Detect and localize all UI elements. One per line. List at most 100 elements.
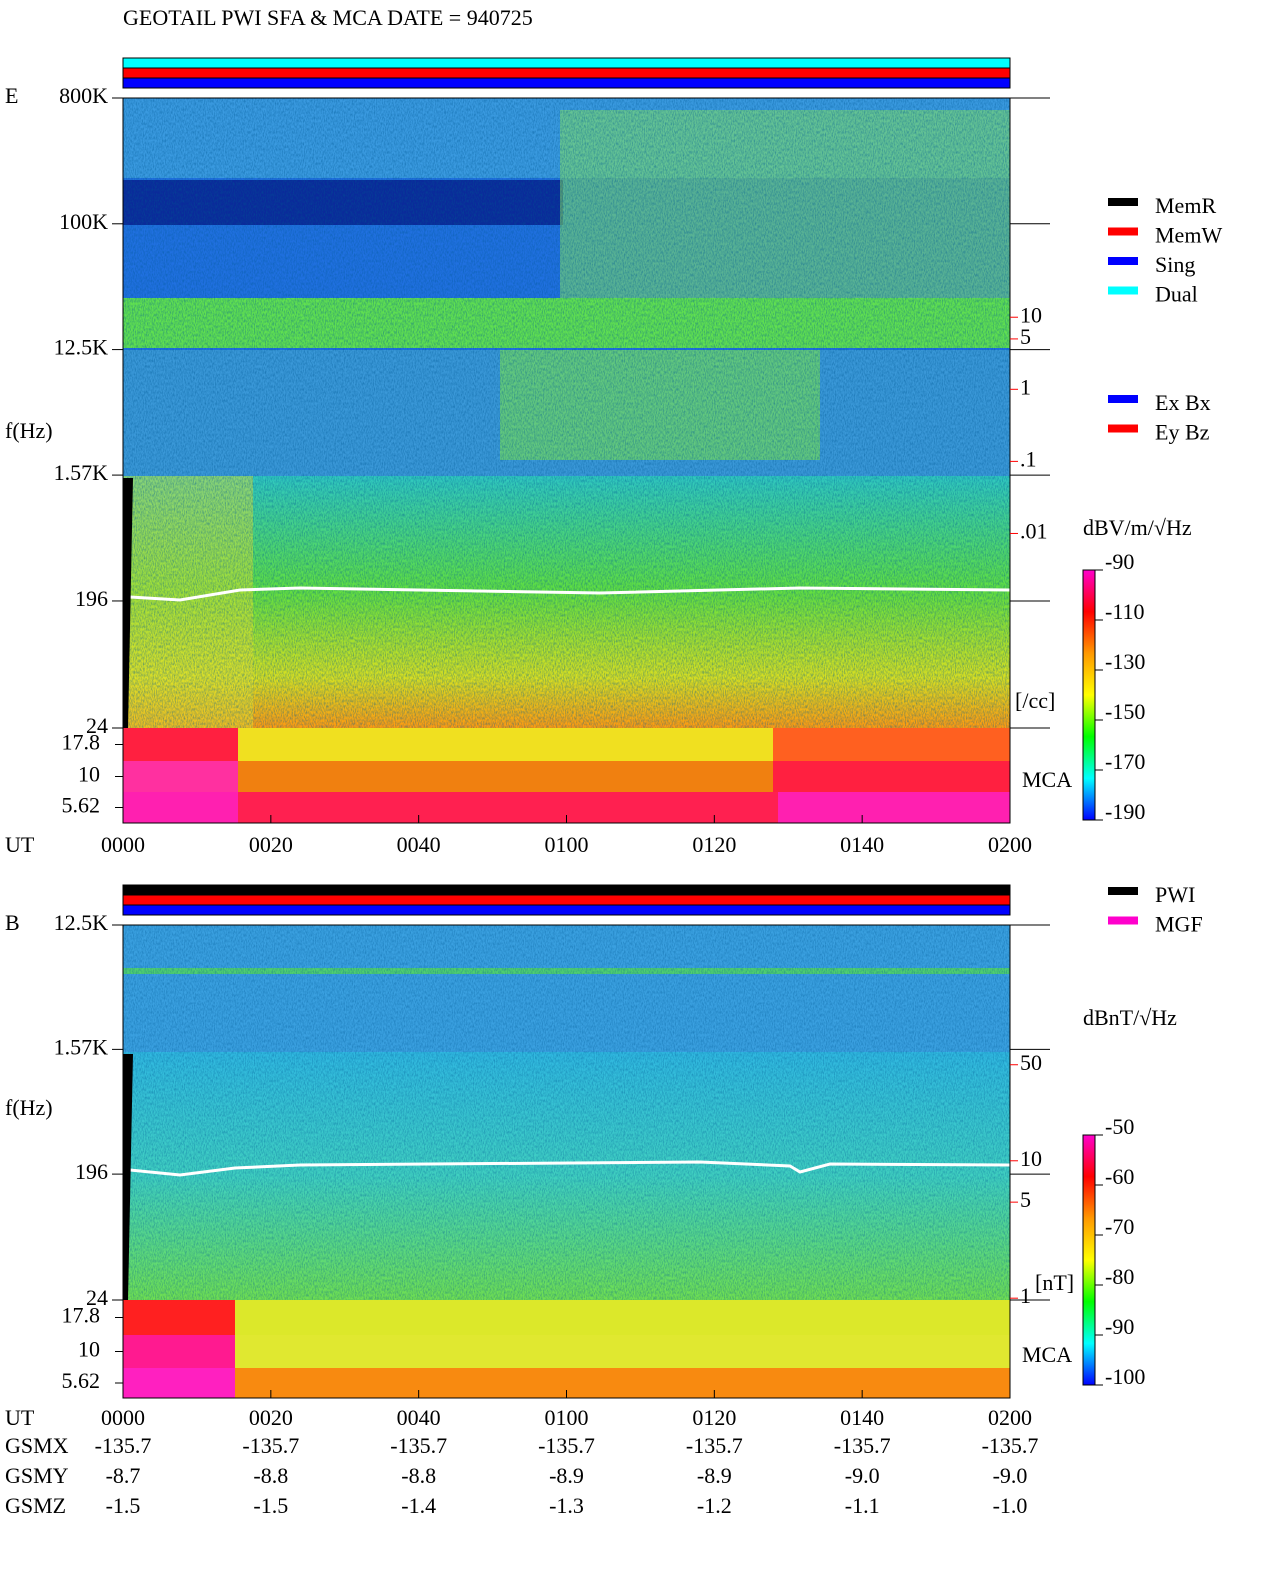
texture	[123, 925, 1010, 1300]
colorbar-tick-label: -150	[1105, 699, 1145, 724]
mca-tick-label: 10	[78, 762, 100, 787]
mode-line	[123, 478, 133, 728]
colorbar-tick-label: -190	[1105, 799, 1145, 824]
ephemeris-value: -9.0	[993, 1463, 1028, 1488]
x-tick-label: 0100	[545, 832, 589, 857]
x-tick-label: 0140	[840, 1405, 884, 1430]
y-tick-label: 24	[86, 1285, 108, 1310]
ephemeris-value: -1.0	[993, 1493, 1028, 1518]
mode-bar	[122, 884, 1011, 896]
ephemeris-label: GSMY	[5, 1463, 69, 1488]
legend-swatch	[1108, 286, 1138, 295]
band	[123, 1335, 235, 1368]
band	[238, 728, 773, 761]
x-tick-label: 0200	[988, 1405, 1032, 1430]
x-axis-label: UT	[5, 832, 35, 857]
legend-label: MemW	[1155, 223, 1222, 248]
colorbar-unit: dBnT/√Hz	[1083, 1005, 1177, 1030]
y-axis-label: f(Hz)	[5, 418, 53, 443]
right-axis-unit: [nT]	[1035, 1270, 1074, 1295]
band	[238, 792, 778, 823]
x-tick-label: 0120	[692, 1405, 736, 1430]
mca-tick-label: 17.8	[62, 730, 101, 755]
ephemeris-value: -135.7	[242, 1433, 299, 1458]
ephemeris-value: -8.9	[697, 1463, 732, 1488]
colorbar-tick-label: -60	[1105, 1164, 1134, 1189]
ephemeris-label: GSMZ	[5, 1493, 66, 1518]
right-tick-label: 50	[1020, 1050, 1042, 1075]
colorbar	[1082, 1134, 1096, 1386]
legend-swatch	[1108, 395, 1138, 403]
legend-label: Ex Bx	[1155, 390, 1211, 415]
e-spectrogram	[123, 98, 1011, 823]
ephemeris-value: -135.7	[538, 1433, 595, 1458]
mca-label: MCA	[1022, 767, 1072, 792]
mode-bar	[122, 894, 1011, 906]
colorbar-tick-label: -90	[1105, 549, 1134, 574]
legend-swatch	[1108, 227, 1138, 236]
y-tick-label: 24	[86, 713, 108, 738]
trace	[129, 586, 1011, 602]
title: GEOTAIL PWI SFA & MCA DATE = 940725	[123, 5, 533, 30]
ephemeris-value: -8.8	[401, 1463, 436, 1488]
x-tick-label: 0020	[249, 1405, 293, 1430]
ephemeris-value: -8.7	[106, 1463, 141, 1488]
right-tick-label: 10	[1020, 1146, 1042, 1171]
band	[235, 1335, 1010, 1368]
panel-label: B	[5, 910, 20, 935]
ephemeris-value: -8.9	[549, 1463, 584, 1488]
legend-label: Ey Bz	[1155, 420, 1210, 445]
right-tick-label: .1	[1020, 446, 1037, 471]
ephemeris-value: -1.2	[697, 1493, 732, 1518]
colorbar	[1082, 569, 1096, 821]
legend-swatch	[1108, 424, 1138, 433]
mode-bar	[122, 67, 1011, 79]
right-tick-label: 5	[1020, 324, 1031, 349]
x-tick-label: 0200	[988, 832, 1032, 857]
x-tick-label: 0140	[840, 832, 884, 857]
colorbar-tick-label: -170	[1105, 749, 1145, 774]
y-axis-label: f(Hz)	[5, 1095, 53, 1120]
x-tick-label: 0000	[101, 1405, 145, 1430]
ephemeris-value: -1.5	[253, 1493, 288, 1518]
x-tick-label: 0020	[249, 832, 293, 857]
band	[778, 792, 1010, 823]
mca-label: MCA	[1022, 1342, 1072, 1367]
y-tick-label: 196	[75, 586, 108, 611]
legend-swatch	[1108, 257, 1138, 265]
texture	[123, 98, 1010, 728]
right-tick-label: 1	[1020, 374, 1031, 399]
band	[235, 1368, 1010, 1398]
ephemeris-value: -135.7	[982, 1433, 1039, 1458]
legend-label: Sing	[1155, 252, 1195, 277]
mca-tick-label: 10	[78, 1337, 100, 1362]
right-tick-label: 10	[1020, 302, 1042, 327]
band	[123, 728, 238, 761]
band	[123, 1368, 235, 1398]
x-tick-label: 0120	[692, 832, 736, 857]
colorbar-tick-label: -110	[1105, 599, 1145, 624]
colorbar-tick-label: -100	[1105, 1364, 1145, 1389]
right-axis-unit: [/cc]	[1015, 688, 1055, 713]
mca-tick-label: 5.62	[62, 1368, 101, 1393]
legend-label: MGF	[1155, 912, 1203, 937]
ephemeris-value: -135.7	[95, 1433, 152, 1458]
legend-label: MemR	[1155, 193, 1216, 218]
ephemeris-value: -135.7	[390, 1433, 447, 1458]
ephemeris-label: GSMX	[5, 1433, 69, 1458]
ephemeris-value: -9.0	[845, 1463, 880, 1488]
legend-swatch	[1108, 916, 1138, 925]
colorbar-tick-label: -90	[1105, 1314, 1134, 1339]
x-tick-label: 0040	[397, 832, 441, 857]
colorbar-unit: dBV/m/√Hz	[1083, 515, 1192, 540]
mode-bar	[122, 77, 1011, 89]
x-tick-label: 0040	[397, 1405, 441, 1430]
y-tick-label: 800K	[59, 83, 108, 108]
x-tick-label: 0000	[101, 832, 145, 857]
colorbar-tick-label: -50	[1105, 1114, 1134, 1139]
y-tick-label: 12.5K	[54, 335, 109, 360]
band	[773, 761, 1010, 792]
colorbar-tick-label: -130	[1105, 649, 1145, 674]
y-tick-label: 12.5K	[54, 910, 109, 935]
right-tick-label: 1	[1020, 1283, 1031, 1308]
